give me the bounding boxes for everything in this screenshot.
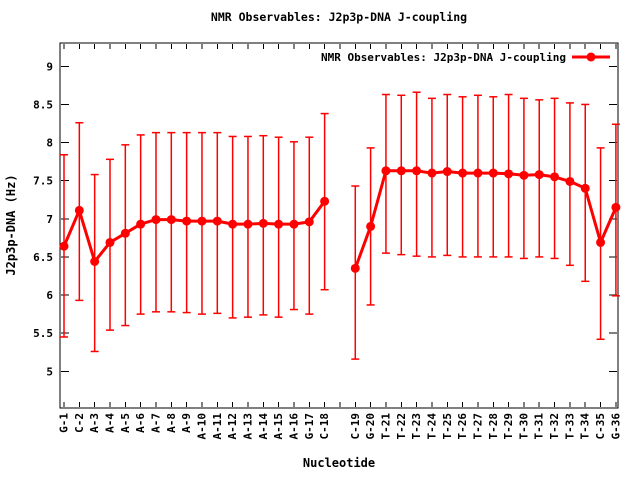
y-tick-label: 5	[46, 365, 53, 378]
data-point	[442, 167, 452, 177]
x-tick-label: T-27	[471, 413, 484, 440]
data-point	[136, 219, 146, 229]
error-bar	[427, 97, 436, 258]
x-tick-label: A-8	[165, 413, 178, 433]
x-tick-label: A-3	[88, 413, 101, 433]
data-point	[90, 257, 100, 266]
data-point	[243, 219, 253, 229]
data-point	[197, 216, 207, 226]
data-point	[534, 170, 544, 180]
x-tick-label: T-32	[548, 413, 561, 440]
legend-label: NMR Observables: J2p3p-DNA J-coupling	[321, 51, 566, 64]
series-line	[62, 199, 327, 263]
x-tick-label: T-30	[517, 413, 530, 440]
data-point	[258, 218, 268, 228]
x-tick-label: A-7	[149, 413, 162, 433]
data-point	[166, 215, 176, 225]
data-point	[182, 216, 192, 226]
y-tick-label: 6.5	[33, 251, 53, 264]
x-tick-label: A-9	[180, 413, 193, 433]
data-point	[504, 169, 514, 179]
x-tick-label: T-25	[441, 413, 454, 440]
data-point	[473, 168, 483, 178]
x-tick-label: A-4	[103, 413, 116, 433]
x-tick-label: T-23	[410, 413, 423, 440]
data-point	[488, 168, 498, 178]
data-point	[366, 221, 376, 231]
x-tick-label: A-5	[119, 413, 132, 433]
x-tick-label: T-34	[579, 413, 592, 440]
x-tick-label: T-21	[379, 413, 392, 440]
data-point	[151, 215, 161, 225]
x-tick-label: A-10	[195, 413, 208, 440]
chart-title: NMR Observables: J2p3p-DNA J-coupling	[211, 10, 467, 24]
x-tick-label: G-17	[303, 413, 316, 440]
data-point	[458, 168, 468, 178]
legend: NMR Observables: J2p3p-DNA J-coupling	[321, 51, 610, 64]
x-tick-label: C-19	[349, 413, 362, 440]
data-point	[396, 166, 406, 176]
x-tick-label: A-13	[241, 413, 254, 440]
y-tick-label: 8.5	[33, 98, 53, 111]
y-axis-label: J2p3p-DNA (Hz)	[4, 174, 18, 275]
data-point	[212, 216, 222, 226]
y-tick-label: 7.5	[33, 175, 53, 188]
y-tick-label: 5.5	[33, 327, 53, 340]
axis-ticks: 55.566.577.588.59G-1 C-2 A-3 A-4 A-5 A-6 A-7 A-…	[33, 44, 622, 440]
x-tick-label: A-12	[226, 413, 239, 440]
y-tick-label: 6	[46, 289, 53, 302]
data-point	[611, 202, 621, 212]
x-tick-label: T-28	[487, 413, 500, 440]
y-tick-label: 9	[46, 60, 53, 73]
data-point	[412, 166, 422, 176]
x-axis-label: Nucleotide	[303, 456, 375, 470]
data-point	[350, 263, 360, 273]
data-point	[228, 219, 238, 229]
data-point	[274, 219, 284, 229]
data-point	[565, 176, 575, 186]
data-point	[320, 196, 330, 206]
data-point	[580, 183, 590, 193]
x-tick-label: G-20	[364, 413, 377, 440]
x-tick-label: T-31	[533, 413, 546, 440]
x-tick-label: A-11	[211, 413, 224, 440]
x-tick-label: A-14	[257, 413, 270, 440]
x-tick-label: T-33	[563, 413, 576, 440]
data-point	[381, 166, 391, 176]
data-point	[519, 170, 529, 180]
x-tick-label: T-26	[456, 413, 469, 440]
data-point	[105, 237, 115, 247]
series-line	[353, 169, 618, 270]
data-point	[120, 228, 130, 238]
x-tick-label: G-36	[609, 413, 622, 440]
x-tick-label: T-29	[502, 413, 515, 440]
plot-frame	[59, 42, 619, 409]
data-point	[304, 217, 314, 227]
data-point	[289, 219, 299, 229]
data-series	[59, 91, 621, 360]
x-tick-label: G-1	[58, 413, 71, 433]
x-tick-label: T-22	[395, 413, 408, 440]
x-tick-label: C-18	[318, 413, 331, 440]
data-point	[59, 241, 69, 251]
x-tick-label: C-35	[594, 413, 607, 440]
x-tick-label: T-24	[425, 413, 438, 440]
data-point	[427, 168, 437, 178]
legend-marker-icon	[586, 52, 596, 62]
x-tick-label: A-16	[287, 413, 300, 440]
x-tick-label: C-2	[73, 413, 86, 433]
x-tick-label: A-6	[134, 413, 147, 433]
y-tick-label: 8	[46, 137, 53, 150]
x-tick-label: A-15	[272, 413, 285, 440]
y-tick-label: 7	[46, 213, 53, 226]
data-point	[74, 205, 84, 215]
data-point	[596, 237, 606, 247]
data-point	[550, 172, 560, 182]
